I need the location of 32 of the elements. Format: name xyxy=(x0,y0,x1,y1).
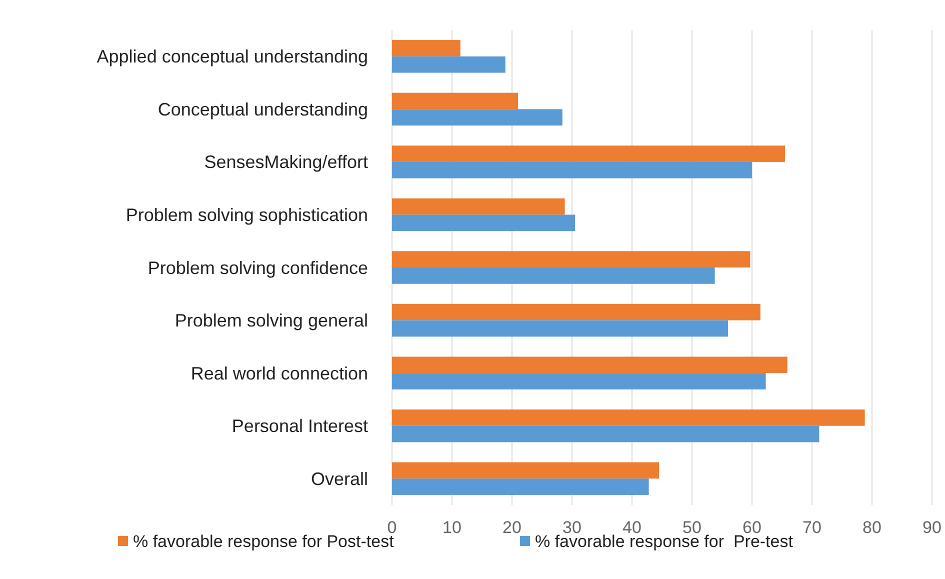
x-tick-label: 20 xyxy=(502,518,522,537)
bar xyxy=(392,320,728,337)
bar xyxy=(392,373,766,390)
bar xyxy=(392,162,752,178)
x-tick-label: 10 xyxy=(442,518,462,537)
y-tick-label: Problem solving general xyxy=(174,310,368,331)
y-tick-label: Applied conceptual understanding xyxy=(96,46,368,67)
x-tick-label: 80 xyxy=(862,518,882,537)
bar xyxy=(392,409,865,426)
bar xyxy=(392,268,715,284)
bar xyxy=(392,109,562,126)
bar xyxy=(392,478,649,495)
bar xyxy=(392,92,518,110)
bar xyxy=(392,40,460,56)
bar xyxy=(392,426,820,442)
x-tick-label: 70 xyxy=(802,518,822,537)
bar xyxy=(392,251,750,268)
y-tick-label: Overall xyxy=(310,468,368,489)
bar xyxy=(392,198,565,215)
y-tick-label: Real world connection xyxy=(190,363,368,384)
y-tick-label: Problem solving sophistication xyxy=(126,205,368,226)
bar xyxy=(392,56,506,73)
bar xyxy=(392,146,785,162)
y-tick-label: SensesMaking/effort xyxy=(204,152,368,172)
y-tick-label: Problem solving confidence xyxy=(148,258,368,278)
y-tick-label: Personal Interest xyxy=(232,416,368,436)
bar xyxy=(392,304,760,320)
y-tick-label: Conceptual understanding xyxy=(158,99,368,120)
bar xyxy=(392,462,659,479)
bar xyxy=(392,214,575,232)
bar xyxy=(392,356,788,374)
x-tick-label: 90 xyxy=(922,518,942,537)
